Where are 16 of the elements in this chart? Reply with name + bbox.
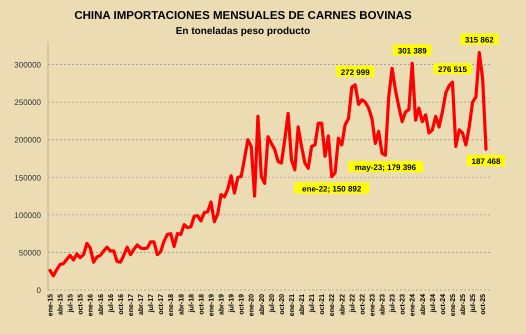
data-label: 315 862 [464,36,494,45]
y-tick-label: 200000 [14,136,42,145]
y-tick-label: 300000 [14,60,42,70]
y-tick-label: 0 [36,286,42,295]
y-tick-label: 250000 [14,98,42,108]
y-tick-label: 150000 [14,173,42,182]
y-tick-label: 100000 [14,210,42,220]
data-label: ene-22; 150 892 [302,184,362,194]
chart-subtitle: En toneladas peso producto [176,26,310,37]
y-tick-label: 50000 [18,248,42,258]
data-label: 301 389 [398,46,428,56]
chart-title: CHINA IMPORTACIONES MENSUALES DE CARNES BOVINAS [74,10,412,22]
data-label: 187 468 [472,157,502,166]
data-label: may-23; 179 396 [354,163,417,172]
data-label: 276 515 [438,65,468,74]
data-label: 272 999 [340,68,370,77]
